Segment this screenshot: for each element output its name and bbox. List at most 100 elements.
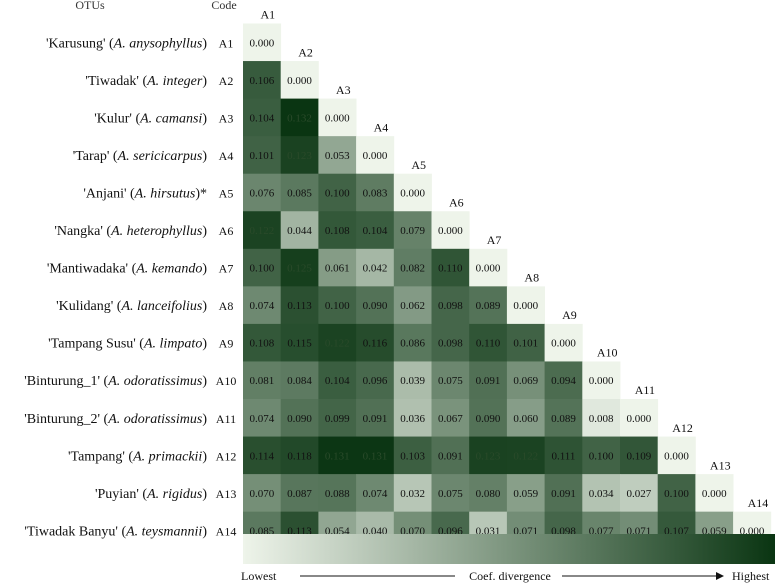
cell-value: 0.131	[363, 450, 388, 462]
cell-value: 0.000	[589, 375, 614, 387]
cell-value: 0.099	[325, 413, 350, 425]
heatmap-cell	[469, 286, 508, 325]
heatmap-cell	[356, 248, 395, 287]
column-header: A9	[562, 308, 577, 322]
heatmap-cell	[318, 436, 357, 475]
cell-value: 0.000	[702, 488, 727, 500]
cell-value: 0.088	[325, 488, 350, 500]
row-code: A5	[219, 186, 234, 200]
cell-value: 0.039	[400, 375, 425, 387]
cell-value: 0.115	[287, 338, 312, 350]
cell-value: 0.000	[476, 263, 501, 275]
cell-value: 0.100	[664, 488, 689, 500]
heatmap-cell	[657, 436, 696, 475]
column-header: A1	[261, 8, 276, 22]
heatmap-cell	[318, 136, 357, 175]
heatmap-cell	[243, 211, 282, 250]
cell-value: 0.109	[626, 450, 651, 462]
heatmap-cell	[243, 474, 282, 513]
heatmap-cell	[544, 361, 583, 400]
heatmap-cell	[393, 248, 432, 287]
heatmap-cell	[469, 323, 508, 362]
otu-label: 'Karusung' (A. anysophyllus)	[46, 36, 207, 51]
otu-label: 'Anjani' (A. hirsutus)*	[83, 186, 207, 201]
cell-value: 0.000	[513, 300, 538, 312]
column-header: A2	[298, 45, 313, 59]
row-code: A3	[219, 111, 234, 125]
heatmap-cell	[243, 323, 282, 362]
heatmap-cell	[356, 286, 395, 325]
heatmap-cell	[243, 61, 282, 99]
heatmap-cell	[280, 286, 319, 325]
cell-value: 0.074	[363, 488, 388, 500]
heatmap-cell	[280, 98, 319, 137]
heatmap-cell	[318, 399, 357, 437]
otu-label: 'Binturung_2' (A. odoratissimus)	[24, 412, 207, 427]
row-code: A14	[216, 524, 237, 538]
cell-value: 0.000	[626, 413, 651, 425]
cell-value: 0.091	[551, 488, 576, 500]
cell-value: 0.104	[363, 225, 388, 237]
cell-value: 0.098	[438, 338, 463, 350]
heatmap-cell	[280, 323, 319, 362]
column-header: A8	[524, 271, 539, 285]
row-code: A8	[219, 299, 234, 313]
cell-value: 0.087	[287, 488, 312, 500]
heatmap-cell	[356, 361, 395, 400]
row-code: A11	[216, 412, 236, 426]
cell-value: 0.104	[325, 375, 350, 387]
row-code: A2	[219, 74, 234, 88]
heatmap-cell	[657, 474, 696, 513]
cell-value: 0.103	[400, 450, 425, 462]
cell-value: 0.110	[476, 338, 501, 350]
cell-value: 0.062	[400, 300, 425, 312]
heatmap-cell	[356, 173, 395, 212]
heatmap-cell	[582, 474, 621, 513]
heatmap-cells: 0.000 0.106 0.000 0.104 0.132 0.000 0.101 0.123…	[243, 23, 772, 550]
heatmap-cell	[318, 474, 357, 513]
cell-value: 0.101	[249, 150, 274, 162]
row-code: A13	[216, 487, 237, 501]
heatmap-cell	[544, 474, 583, 513]
cell-value: 0.100	[249, 263, 274, 275]
heatmap-cell	[356, 136, 395, 175]
cell-value: 0.060	[513, 413, 538, 425]
heatmap-cell	[318, 361, 357, 400]
cell-value: 0.091	[476, 375, 501, 387]
cell-value: 0.114	[250, 450, 275, 462]
cell-value: 0.075	[438, 375, 463, 387]
otu-label: 'Kulidang' (A. lanceifolius)	[56, 299, 207, 314]
column-header: A10	[597, 346, 618, 360]
row-code: A4	[219, 149, 234, 163]
cell-value: 0.008	[589, 413, 614, 425]
cell-value: 0.070	[249, 488, 274, 500]
cell-value: 0.000	[438, 225, 463, 237]
color-legend-bar	[243, 534, 775, 564]
cell-value: 0.122	[325, 338, 350, 350]
heatmap-cell	[243, 399, 282, 437]
heatmap-cell	[318, 248, 357, 287]
cell-value: 0.034	[589, 488, 614, 500]
column-header: A7	[487, 233, 502, 247]
heatmap-cell	[506, 474, 545, 513]
cell-value: 0.123	[287, 150, 312, 162]
otu-label: 'Tarap' (A. sericicarpus)	[73, 149, 208, 164]
otu-label: 'Mantiwadaka' (A. kemando)	[47, 262, 208, 277]
heatmap-cell	[431, 436, 470, 475]
cell-value: 0.091	[363, 413, 388, 425]
cell-value: 0.083	[363, 187, 388, 199]
heatmap-cell	[620, 436, 659, 475]
cell-value: 0.090	[363, 300, 388, 312]
heatmap-cell	[356, 211, 395, 250]
otu-label: 'Tampang' (A. primackii)	[68, 449, 207, 464]
cell-value: 0.000	[664, 450, 689, 462]
cell-value: 0.000	[249, 37, 274, 49]
column-header: A13	[710, 458, 731, 472]
column-header: A11	[635, 383, 655, 397]
heatmap-cell	[243, 248, 282, 287]
cell-value: 0.075	[438, 488, 463, 500]
heatmap-cell	[431, 286, 470, 325]
heatmap-cell	[544, 323, 583, 362]
heatmap-cell	[431, 361, 470, 400]
